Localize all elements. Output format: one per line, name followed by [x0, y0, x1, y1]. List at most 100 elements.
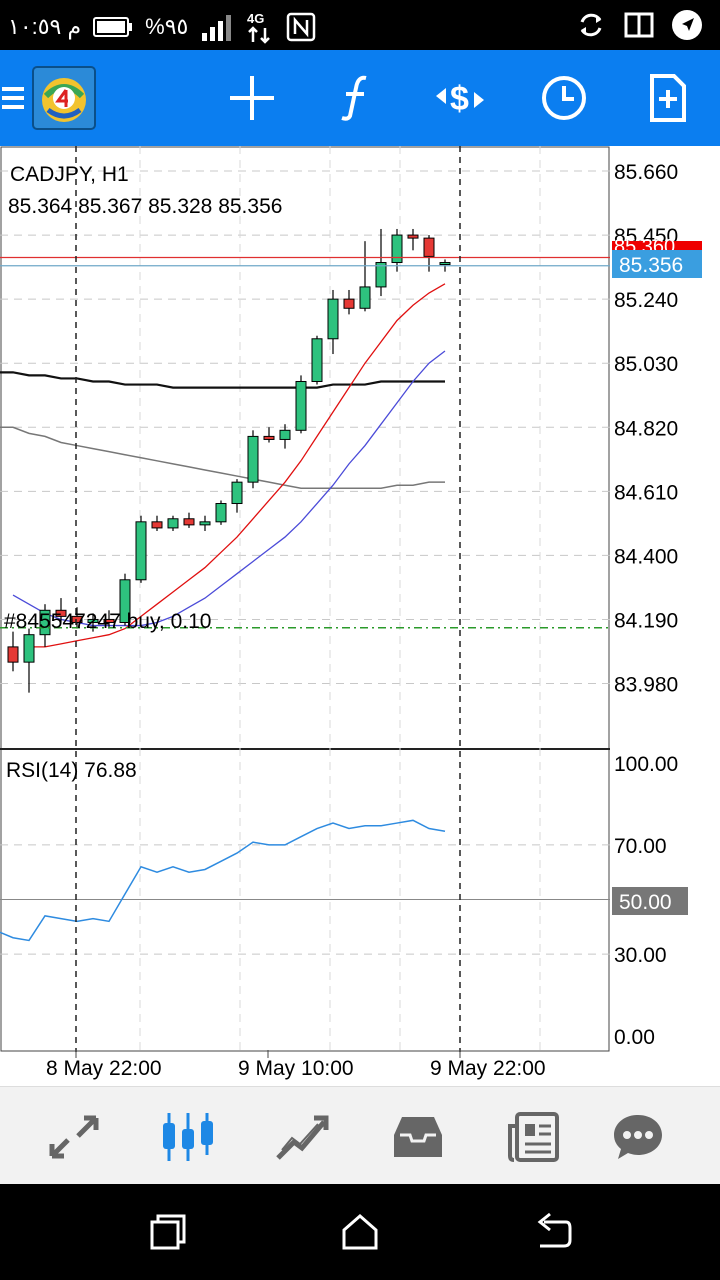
trend-up-icon: [276, 1115, 329, 1160]
candle-body: [359, 286, 371, 309]
metatrader-4-logo: [32, 66, 96, 130]
symbol-timeframe: CADJPY, H1: [10, 163, 129, 186]
order-label: #845547247 buy, 0.10: [4, 610, 211, 633]
candle-body: [311, 338, 323, 382]
crosshair-button[interactable]: [224, 70, 280, 126]
menu-button[interactable]: [0, 70, 26, 126]
candle-body: [7, 646, 19, 663]
chart-frame: [0, 146, 610, 1052]
ma-line-red: [29, 283, 446, 648]
candlestick-chart-icon: [163, 1113, 213, 1161]
rsi-axis: 100.00 70.00 30.00 0.00: [614, 753, 678, 1049]
time-tick-label: 9 May 10:00: [238, 1057, 354, 1080]
back-button[interactable]: [530, 1210, 574, 1254]
indicators-icon: [341, 75, 367, 121]
crosshair-icon: [230, 76, 274, 120]
ma-line-blue: [12, 350, 446, 627]
candle-body: [39, 609, 51, 636]
tab-chat[interactable]: [608, 1107, 668, 1167]
location-arrow-icon: [672, 10, 702, 40]
candle-body: [87, 618, 99, 623]
timeframe-clock-icon: [542, 76, 586, 120]
candle-body: [119, 579, 131, 623]
candle-body: [327, 298, 339, 340]
candle-body: [231, 481, 243, 505]
signal-icon: [202, 15, 232, 41]
time-tick-label: 8 May 22:00: [46, 1057, 162, 1080]
candle-body: [55, 609, 67, 617]
network-type: 4G: [247, 11, 264, 26]
candle-body: [135, 521, 147, 581]
tab-news[interactable]: [504, 1107, 564, 1167]
tab-quotes[interactable]: [44, 1107, 104, 1167]
candle-body: [295, 380, 307, 431]
status-bar: م ١٠:٥٩ %٩٥ 4G: [0, 0, 720, 50]
sync-icon: [580, 13, 602, 37]
candle-body: [247, 435, 259, 483]
back-icon: [537, 1212, 572, 1248]
system-navigation-bar: [0, 1184, 720, 1280]
chart-area[interactable]: 85.660 85.450 85.240 85.030 84.820 84.610 84.4…: [0, 146, 720, 1086]
candle-body: [391, 234, 403, 264]
bottom-navigation: [0, 1086, 720, 1184]
candle-body: [375, 262, 387, 288]
candle-body: [423, 237, 435, 257]
price-tick-label: 83.980: [614, 674, 678, 697]
candle-body: [407, 234, 419, 239]
candle-body: [199, 521, 211, 526]
newspaper-icon: [508, 1112, 559, 1162]
candle-body: [151, 521, 163, 529]
indicators-button[interactable]: [328, 70, 384, 126]
candle-body: [71, 615, 83, 623]
ohlc-values: 85.364 85.367 85.328 85.356: [8, 195, 282, 218]
add-object-icon: [650, 74, 686, 122]
trade-button[interactable]: $: [432, 70, 488, 126]
rsi-tick-label: 0.00: [614, 1026, 655, 1049]
price-tick-label: 85.030: [614, 353, 678, 376]
candle-body: [263, 435, 275, 440]
chart-canvas[interactable]: 85.66085.45085.24085.03084.82084.61084.4…: [0, 146, 720, 1086]
trade-icon: $: [436, 80, 484, 118]
app-toolbar: $: [0, 50, 720, 146]
rsi-tick-label: 70.00: [614, 835, 667, 858]
moving-averages: [0, 283, 446, 648]
timeframe-button[interactable]: [536, 70, 592, 126]
bid-price-label: 85.356: [619, 254, 683, 277]
candle-body: [183, 518, 195, 526]
candle-body: [215, 503, 227, 523]
candle-body: [167, 518, 179, 529]
tab-history[interactable]: [388, 1107, 448, 1167]
rsi-tick-label: 30.00: [614, 944, 667, 967]
price-lines: [0, 256, 610, 629]
rsi-level-badge: [612, 887, 688, 915]
app-logo: [32, 66, 96, 130]
tab-trade[interactable]: [272, 1107, 332, 1167]
ma-line-black: [0, 371, 445, 389]
rsi-indicator: [0, 819, 610, 955]
price-tick-label: 84.610: [614, 481, 678, 504]
candle-body: [279, 429, 291, 440]
candle-body: [103, 618, 115, 623]
network-4g-icon: 4G: [247, 11, 271, 44]
tab-chart[interactable]: [158, 1107, 218, 1167]
candlesticks: [7, 228, 451, 693]
inbox-tray-icon: [394, 1117, 442, 1157]
recent-apps-button[interactable]: [146, 1210, 190, 1254]
home-icon: [342, 1214, 378, 1250]
candle-body: [343, 298, 355, 309]
home-button[interactable]: [338, 1210, 382, 1254]
battery-icon: [93, 17, 133, 37]
rsi-tick-label: 100.00: [614, 753, 678, 776]
bid-price-badge: [612, 250, 702, 278]
price-tick-label: 84.190: [614, 609, 678, 632]
price-tick-label: 84.400: [614, 545, 678, 568]
candle-body: [439, 262, 451, 266]
add-object-button[interactable]: [640, 70, 696, 126]
nfc-icon: [287, 12, 316, 42]
rsi-level-label: 50.00: [619, 891, 672, 914]
rsi-line: [0, 819, 446, 942]
screen-mirror-icon: [624, 12, 654, 38]
recent-apps-icon: [150, 1214, 186, 1250]
grid-lines: [0, 146, 610, 1052]
time-tick-label: 9 May 22:00: [430, 1057, 546, 1080]
